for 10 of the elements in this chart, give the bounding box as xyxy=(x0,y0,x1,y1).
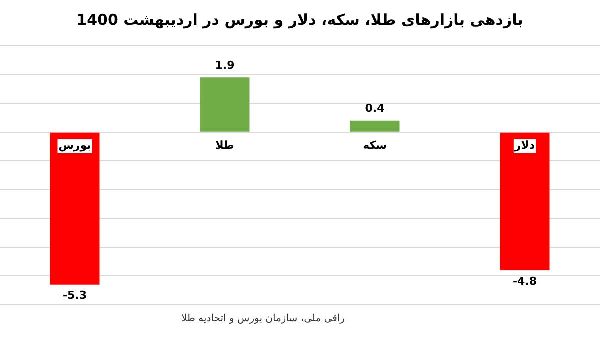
data-label: -4.8 xyxy=(512,274,538,288)
data-label: 1.9 xyxy=(215,59,235,72)
chart-title: بازدهی بازارهای طلا، سکه، دلار و بورس در اردیبهشت 1400 xyxy=(76,10,524,29)
x-tick-label: سکه xyxy=(363,139,387,152)
data-label: 0.4 xyxy=(365,102,386,116)
x-tick-label: دلار xyxy=(514,139,536,152)
text: راقی ملی، سازمان بورس و اتحادیه طلا xyxy=(182,314,346,325)
x-tick-label: طلا xyxy=(216,139,234,152)
data-label: -5.3 xyxy=(62,289,88,302)
x-tick-label: بورس xyxy=(58,139,92,152)
